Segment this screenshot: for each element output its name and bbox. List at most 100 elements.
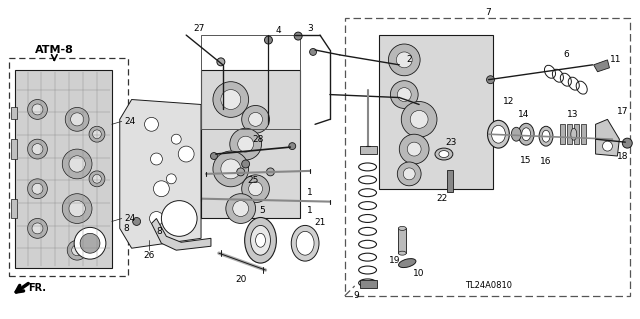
Circle shape [602,141,612,151]
Ellipse shape [522,128,531,141]
Ellipse shape [492,125,506,143]
Ellipse shape [398,251,406,255]
Circle shape [170,208,182,219]
Text: 20: 20 [235,275,246,285]
Ellipse shape [251,226,271,255]
Circle shape [150,153,163,165]
Bar [567,124,572,144]
Circle shape [233,201,248,217]
Text: ATM-8: ATM-8 [35,45,74,55]
Bar [345,18,630,296]
Text: 7: 7 [486,8,492,17]
Text: 11: 11 [610,56,621,64]
Circle shape [237,168,244,176]
Polygon shape [345,286,355,296]
Circle shape [70,113,84,126]
Text: 22: 22 [436,194,447,203]
Text: 9: 9 [354,291,360,300]
Circle shape [230,128,262,160]
Circle shape [399,134,429,164]
Text: 19: 19 [388,256,400,265]
Text: 8: 8 [124,224,129,233]
Circle shape [401,101,437,137]
Ellipse shape [435,148,453,160]
Circle shape [67,240,87,260]
Circle shape [93,130,101,138]
Bar [447,170,453,192]
Ellipse shape [439,151,449,158]
Circle shape [166,174,176,184]
Circle shape [28,100,47,119]
Circle shape [89,171,105,187]
Circle shape [172,134,181,144]
Text: 14: 14 [518,110,529,119]
Ellipse shape [244,218,276,263]
Circle shape [310,48,317,56]
Circle shape [80,234,100,253]
Ellipse shape [398,226,406,230]
Bar [560,124,565,144]
Circle shape [32,144,43,154]
Circle shape [62,194,92,223]
Text: 13: 13 [567,110,579,119]
Circle shape [410,110,428,128]
Text: 3: 3 [307,24,313,33]
Circle shape [248,182,262,196]
Text: 8: 8 [157,227,163,236]
Ellipse shape [291,226,319,261]
Text: 17: 17 [616,107,628,116]
Text: 5: 5 [260,206,266,215]
Circle shape [28,179,47,199]
Circle shape [93,174,101,183]
Text: 24: 24 [124,214,135,223]
Bar [580,124,586,144]
Circle shape [396,95,403,102]
Bar [9,58,128,276]
Bar [11,199,17,219]
Circle shape [145,117,159,131]
Circle shape [89,126,105,142]
Circle shape [226,194,255,223]
Circle shape [161,201,197,236]
Circle shape [242,106,269,133]
Text: 1: 1 [307,188,313,197]
Text: 16: 16 [540,158,552,167]
Text: 10: 10 [413,269,425,278]
Circle shape [403,168,415,180]
Circle shape [179,146,194,162]
Text: TL24A0810: TL24A0810 [465,281,512,290]
Ellipse shape [488,120,509,148]
Text: 28: 28 [253,135,264,144]
Text: 4: 4 [276,26,281,35]
Circle shape [28,139,47,159]
Text: 27: 27 [193,24,205,33]
Bar [11,139,17,159]
Text: 26: 26 [144,251,155,260]
Circle shape [396,52,412,68]
Polygon shape [120,100,201,248]
Circle shape [213,82,248,117]
Circle shape [150,211,163,226]
Circle shape [407,142,421,156]
Ellipse shape [518,123,534,145]
Circle shape [211,152,218,160]
Circle shape [266,168,275,176]
Circle shape [154,181,170,197]
Ellipse shape [255,234,266,247]
Polygon shape [15,70,112,268]
Bar [201,35,300,129]
Text: 6: 6 [563,50,569,59]
Bar [201,70,300,219]
Circle shape [242,160,250,168]
Circle shape [397,162,421,186]
Circle shape [237,136,253,152]
Circle shape [28,219,47,238]
Bar [574,124,579,144]
Ellipse shape [399,259,416,268]
Circle shape [132,218,141,226]
Circle shape [217,58,225,66]
Bar [11,108,17,119]
Ellipse shape [571,128,577,140]
Ellipse shape [296,231,314,255]
Text: 24: 24 [124,117,135,126]
